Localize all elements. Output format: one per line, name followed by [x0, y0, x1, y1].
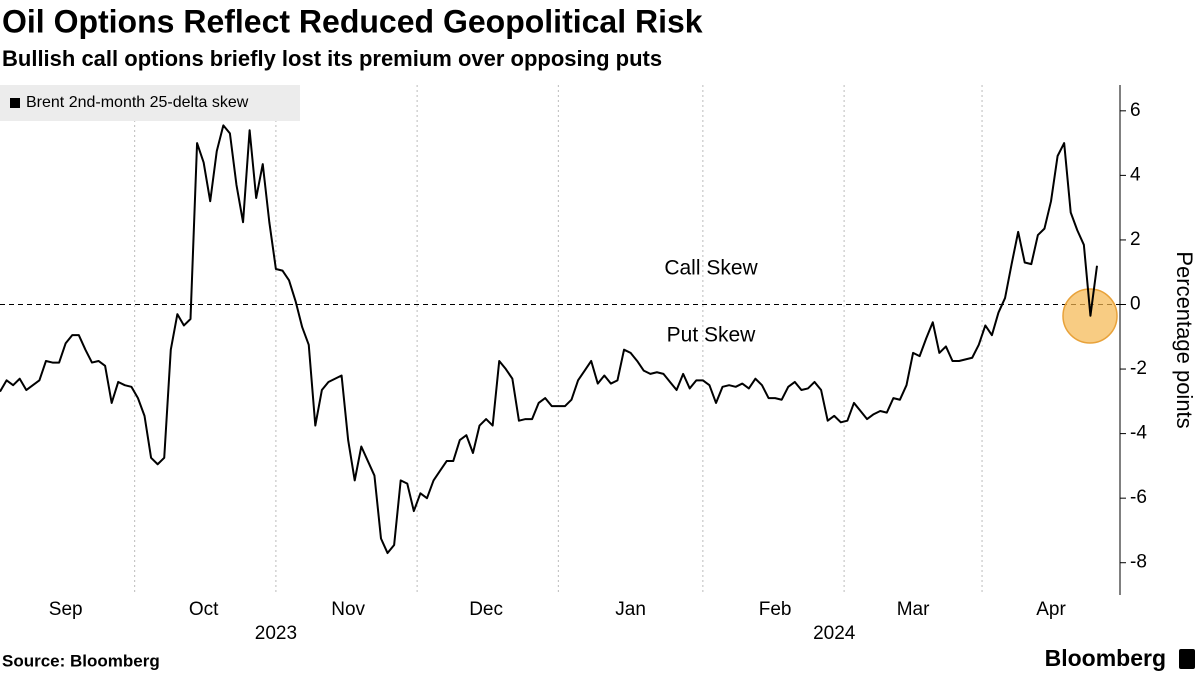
y-tick-label: -2 — [1130, 358, 1147, 379]
brand-icon — [1179, 649, 1195, 669]
x-tick-label: Feb — [759, 599, 792, 620]
put-skew-annotation: Put Skew — [667, 324, 757, 347]
x-tick-label: Oct — [189, 599, 219, 620]
brand-logo: Bloomberg — [1045, 645, 1166, 671]
x-tick-label: Sep — [49, 599, 83, 620]
legend-box — [0, 85, 300, 121]
x-year-label: 2024 — [813, 623, 856, 644]
y-tick-label: 0 — [1130, 294, 1141, 315]
y-tick-label: 4 — [1130, 164, 1141, 185]
legend-label: Brent 2nd-month 25-delta skew — [26, 94, 249, 111]
y-tick-label: -8 — [1130, 552, 1147, 573]
call-skew-annotation: Call Skew — [664, 257, 758, 280]
y-tick-label: -4 — [1130, 423, 1147, 444]
legend-swatch — [10, 98, 20, 108]
x-tick-label: Dec — [469, 599, 503, 620]
x-tick-label: Nov — [331, 599, 365, 620]
x-year-label: 2023 — [255, 623, 297, 644]
x-tick-label: Jan — [615, 599, 646, 620]
y-axis-label: Percentage points — [1172, 251, 1197, 428]
y-tick-label: 6 — [1130, 100, 1141, 121]
x-tick-label: Apr — [1036, 599, 1066, 620]
y-tick-label: -6 — [1130, 487, 1147, 508]
series-line — [0, 124, 1098, 555]
chart-title: Oil Options Reflect Reduced Geopolitical… — [2, 3, 703, 39]
chart-subtitle: Bullish call options briefly lost its pr… — [2, 46, 662, 71]
y-tick-label: 2 — [1130, 229, 1141, 250]
source: Source: Bloomberg — [2, 651, 160, 670]
x-tick-label: Mar — [897, 599, 930, 620]
